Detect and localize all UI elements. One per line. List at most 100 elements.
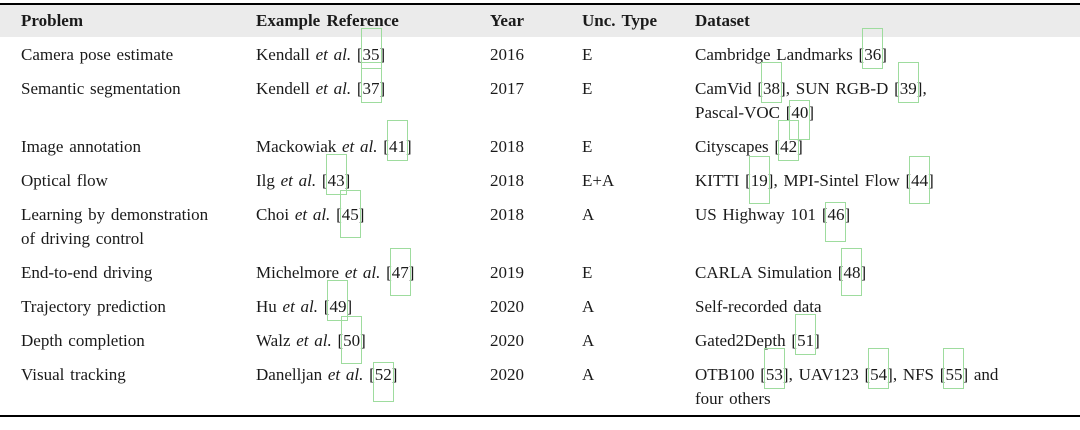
citation-link[interactable]: [43]	[322, 154, 350, 195]
unc-type-cell: E+A	[582, 171, 615, 190]
citation-link[interactable]: [19]	[745, 156, 773, 204]
reference-cell: Danelljan et al. [52]	[256, 357, 490, 416]
reference-cell: Hu et al. [49]	[256, 280, 490, 323]
year-cell: 2016	[490, 45, 524, 64]
citation-number: 46	[825, 202, 847, 242]
table-row: End-to-end driving Michelmore et al. [47]…	[0, 248, 1080, 296]
citation-number: 41	[386, 120, 408, 161]
citation-number: 36	[862, 28, 884, 69]
col-header-dataset: Dataset	[695, 11, 750, 30]
reference-cell: Mackowiak et al. [41]	[256, 120, 490, 163]
citation-link[interactable]: [40]	[786, 100, 814, 140]
citation-link[interactable]: [45]	[336, 190, 364, 238]
unc-type-cell: E	[582, 45, 593, 64]
dataset-cell: KITTI [19], MPI-Sintel Flow [44]	[695, 156, 1080, 204]
year-cell: 2017	[490, 79, 524, 98]
citation-number: 54	[868, 348, 890, 389]
citation-number: 55	[943, 348, 965, 389]
citation-link[interactable]: [42]	[774, 120, 803, 161]
year-cell: 2018	[490, 205, 524, 224]
citation-number: 40	[789, 100, 811, 140]
reference-cell: Kendell et al. [37]	[256, 62, 490, 129]
citation-link[interactable]: [38]	[757, 62, 786, 103]
unc-type-cell: A	[582, 331, 595, 350]
reference-cell: Walz et al. [50]	[256, 316, 490, 364]
col-header-year: Year	[490, 11, 524, 30]
citation-number: 53	[763, 348, 785, 389]
problem-cell: Optical flow	[21, 171, 108, 190]
problem-cell: Image annotation	[21, 137, 141, 156]
citation-number: 44	[909, 156, 931, 204]
problem-cell: Camera pose estimate	[21, 45, 174, 64]
problem-cell: Depth completion	[21, 331, 145, 350]
et-al-italic: et al.	[280, 171, 317, 190]
table-body: Camera pose estimate Kendall et al. [35] 2…	[0, 28, 1080, 416]
reference-cell: Michelmore et al. [47]	[256, 248, 490, 296]
citation-number: 49	[327, 280, 349, 321]
citation-link[interactable]: [39]	[894, 62, 922, 103]
citation-link[interactable]: [35]	[357, 28, 385, 69]
header-row: Problem Example Reference Year Unc. Type…	[0, 4, 1080, 37]
unc-type-cell: A	[582, 297, 595, 316]
citation-link[interactable]: [51]	[791, 314, 820, 355]
reference-cell: Ilg et al. [43]	[256, 154, 490, 197]
citation-link[interactable]: [55]	[940, 348, 968, 389]
table-row: Visual tracking Danelljan et al. [52] 2020…	[0, 348, 1080, 416]
unc-type-cell: E	[582, 79, 593, 98]
citation-number: 47	[389, 248, 411, 296]
et-al-italic: et al.	[315, 79, 352, 98]
citation-number: 38	[761, 62, 783, 103]
table-row: Trajectory prediction Hu et al. [49] 2020 A…	[0, 280, 1080, 323]
unc-type-cell: A	[582, 365, 595, 384]
reference-cell: Choi et al. [45]	[256, 190, 490, 255]
uncertainty-literature-table: Problem Example Reference Year Unc. Type…	[0, 3, 1080, 417]
citation-link[interactable]: [37]	[357, 62, 385, 103]
citation-number: 42	[778, 120, 800, 161]
citation-number: 50	[341, 316, 363, 364]
problem-cell: Semantic segmentation	[21, 79, 181, 98]
col-header-unc-type: Unc. Type	[582, 11, 658, 30]
citation-link[interactable]: [47]	[386, 248, 414, 296]
table-row: Camera pose estimate Kendall et al. [35] 2…	[0, 28, 1080, 71]
citation-link[interactable]: [50]	[338, 316, 366, 364]
table-row: Image annotation Mackowiak et al. [41] 201…	[0, 120, 1080, 163]
dataset-cell: Cityscapes [42]	[695, 120, 1080, 163]
unc-type-cell: E	[582, 137, 593, 156]
citation-number: 37	[360, 62, 382, 103]
paper-table-page: Problem Example Reference Year Unc. Type…	[0, 3, 1080, 430]
col-header-example-reference: Example Reference	[256, 11, 399, 30]
dataset-cell: CARLA Simulation [48]	[695, 248, 1080, 296]
dataset-cell: OTB100 [53], UAV123 [54], NFS [55] and fo…	[695, 348, 999, 408]
citation-link[interactable]: [48]	[838, 248, 866, 296]
dataset-cell: Cambridge Landmarks [36]	[695, 28, 1080, 71]
citation-link[interactable]: [53]	[760, 348, 789, 389]
citation-number: 45	[339, 190, 361, 238]
dataset-cell: US Highway 101 [46]	[695, 197, 1080, 255]
year-cell: 2019	[490, 263, 524, 282]
table-header: Problem Example Reference Year Unc. Type…	[0, 4, 1080, 37]
et-al-italic: et al.	[344, 263, 381, 282]
year-cell: 2020	[490, 331, 524, 350]
problem-cell: End-to-end driving	[21, 263, 153, 282]
citation-link[interactable]: [46]	[822, 202, 850, 242]
year-cell: 2020	[490, 297, 524, 316]
citation-number: 51	[795, 314, 817, 355]
problem-cell: Visual tracking	[21, 365, 126, 384]
citation-link[interactable]: [36]	[859, 28, 887, 69]
problem-cell: Trajectory prediction	[21, 297, 166, 316]
citation-link[interactable]: [41]	[383, 120, 412, 161]
citation-number: 39	[897, 62, 919, 103]
citation-link[interactable]: [52]	[369, 362, 397, 402]
citation-link[interactable]: [44]	[906, 156, 934, 204]
et-al-italic: et al.	[327, 365, 364, 384]
dataset-cell: CamVid [38], SUN RGB-D [39], Pascal-VOC […	[695, 62, 1080, 140]
table-row: Semantic segmentation Kendell et al. [37]…	[0, 62, 1080, 140]
table-row: Learning by demonstration of driving cont…	[0, 190, 1080, 255]
unc-type-cell: A	[582, 205, 595, 224]
et-al-italic: et al.	[315, 45, 352, 64]
reference-cell: Kendall et al. [35]	[256, 28, 490, 71]
citation-link[interactable]: [49]	[324, 280, 352, 321]
year-cell: 2018	[490, 137, 524, 156]
citation-link[interactable]: [54]	[864, 348, 893, 389]
problem-cell: Learning by demonstration of driving cont…	[21, 205, 209, 248]
